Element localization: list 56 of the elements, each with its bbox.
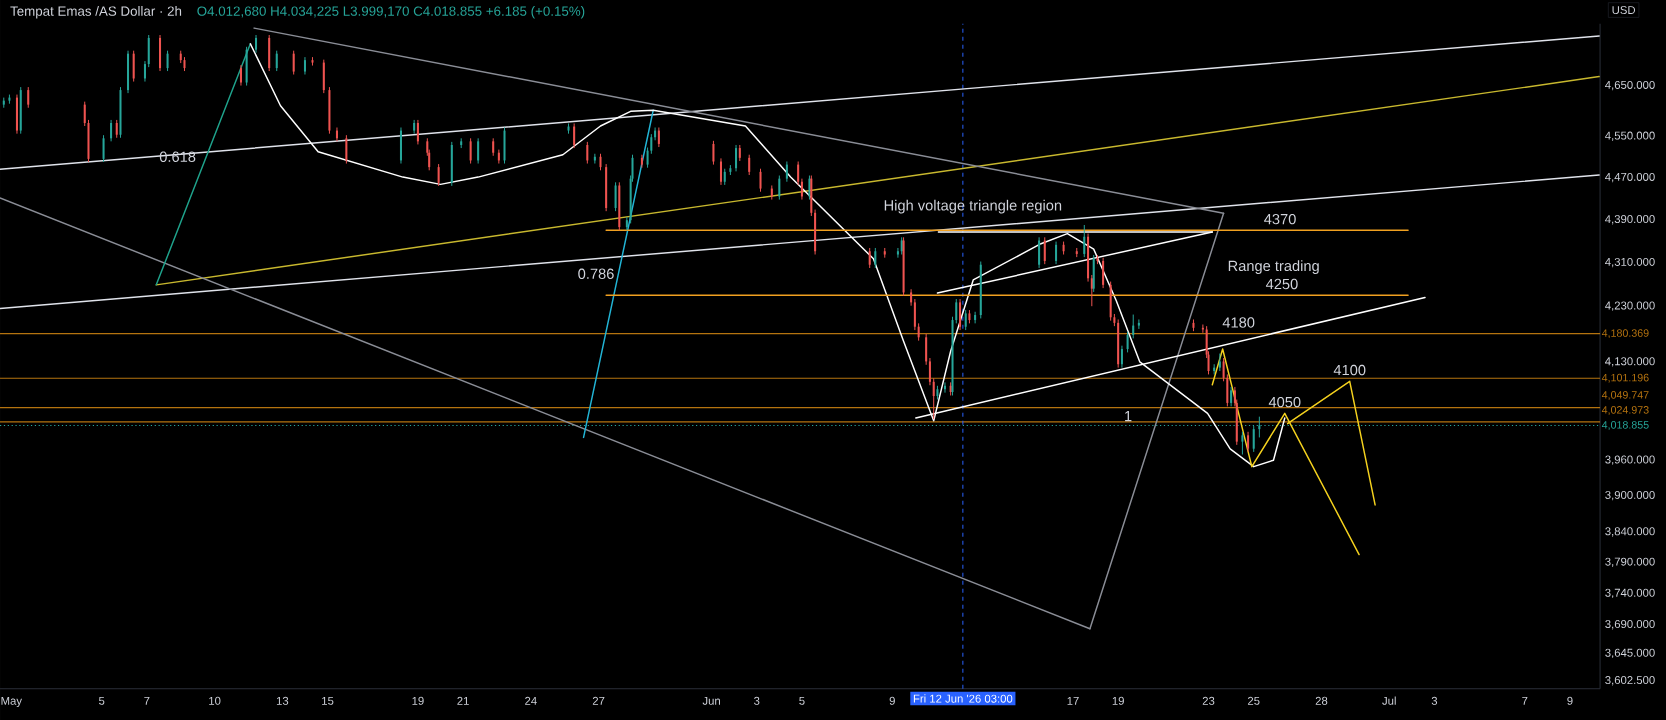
annotation: 4180 (1222, 317, 1255, 328)
x-tick-label: Jul (1382, 696, 1396, 705)
chart-subtitle: O4.012,680 H4.034,225 L3.999,170 C4.018.855 +6.185 (+0.15%) (197, 6, 585, 19)
annotation: 4250 (1265, 278, 1298, 290)
ref-line-label: 4,049.747 (1601, 391, 1649, 400)
annotation: 0.786 (578, 268, 614, 279)
x-tick-label: 5 (98, 696, 105, 705)
chart-title: Tempat Emas /AS Dollar · 2h (10, 6, 182, 19)
x-tick-label: 10 (209, 696, 221, 705)
annotation: 4050 (1268, 396, 1301, 408)
x-tick-label: 17 (1067, 696, 1079, 705)
x-tick-label: 21 (457, 696, 469, 705)
x-tick-label: 5 (799, 696, 805, 705)
y-tick-label: 3,900.000 (1605, 490, 1655, 501)
y-tick-label: 4,550.000 (1605, 131, 1655, 141)
annotation: High voltage triangle region (884, 199, 1062, 214)
y-tick-label: 3,602.500 (1605, 676, 1655, 686)
y-tick-label: 3,645.000 (1605, 648, 1655, 659)
y-tick-label: 3,740.000 (1605, 588, 1655, 599)
x-tick-label: 19 (1112, 696, 1124, 705)
y-tick-label: 4,470.000 (1605, 172, 1655, 183)
ref-line-label: 4,180.369 (1601, 329, 1649, 339)
x-tick-label: 3 (754, 696, 760, 705)
y-tick-label: 3,690.000 (1605, 620, 1655, 630)
ref-line-label: Fri 12 Jun '26 03:00 (913, 694, 1013, 703)
y-tick-label: 4,390.000 (1605, 215, 1655, 225)
x-tick-label: 3 (1431, 696, 1438, 705)
x-tick-label: 15 (322, 696, 334, 705)
y-tick-label: 3,960.000 (1605, 455, 1655, 465)
x-tick-label: 7 (144, 696, 150, 705)
annotation: 1 (1125, 411, 1132, 422)
x-tick-label: 19 (412, 696, 424, 705)
x-tick-label: May (1, 696, 22, 708)
y-tick-label: 4,310.000 (1605, 257, 1655, 268)
x-tick-label: 9 (1567, 696, 1573, 705)
x-tick-label: 9 (889, 696, 895, 705)
x-tick-label: 23 (1202, 696, 1215, 705)
annotation: 4100 (1333, 364, 1366, 376)
y-tick-label: 4,650.000 (1605, 80, 1655, 91)
x-tick-label: Jun (702, 696, 720, 705)
annotation: 4370 (1264, 213, 1296, 225)
y-tick-label: 3,840.000 (1605, 527, 1655, 537)
x-tick-label: 13 (276, 696, 289, 705)
annotation: Range trading (1228, 260, 1319, 274)
x-tick-label: 24 (525, 696, 537, 705)
x-tick-label: 27 (592, 696, 605, 705)
ref-line-label: 4,018.855 (1601, 421, 1649, 430)
y-tick-label: 4,230.000 (1605, 301, 1655, 311)
x-tick-label: 25 (1247, 696, 1260, 705)
x-tick-label: 28 (1315, 696, 1328, 705)
text: USD (1612, 6, 1636, 15)
y-tick-label: 3,790.000 (1605, 557, 1655, 567)
y-tick-label: 4,130.000 (1605, 357, 1655, 367)
ref-line-label: 4,024.973 (1601, 406, 1649, 415)
x-tick-label: 7 (1522, 696, 1528, 705)
ref-line-label: 4,101.196 (1601, 373, 1649, 383)
